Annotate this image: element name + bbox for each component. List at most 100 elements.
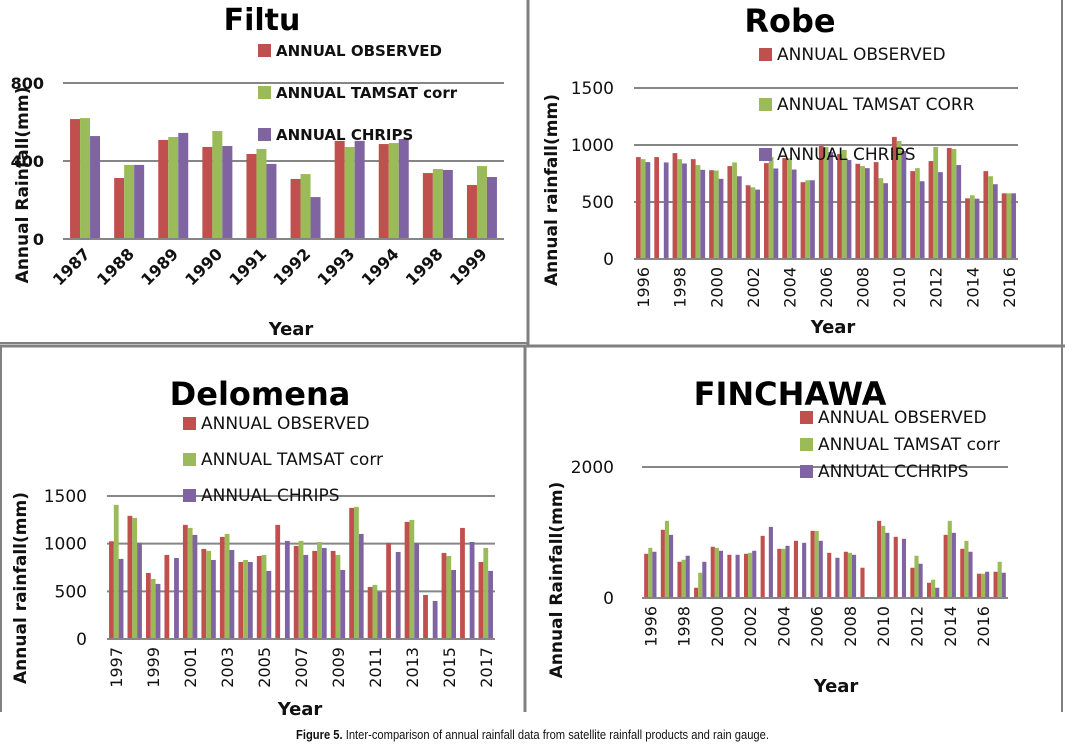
- bar-chrips-2004: [785, 545, 790, 598]
- bar-tamsat-2010: [896, 141, 902, 259]
- x-axis-label: Year: [277, 699, 323, 720]
- bar-chrips-2007: [846, 160, 852, 259]
- bar-chrips-2011: [919, 181, 925, 259]
- bar-chrips-2008: [864, 168, 870, 259]
- bar-observed-2010: [892, 136, 897, 259]
- x-tick-label: 2009: [329, 647, 348, 688]
- x-tick-label: 1992: [269, 244, 314, 289]
- bar-chrips-2010: [885, 532, 890, 598]
- bar-chrips-2003: [229, 549, 235, 639]
- y-tick-label: 500: [582, 193, 614, 213]
- bar-chrips-2015: [451, 569, 457, 639]
- bar-observed-1999: [466, 184, 477, 239]
- legend-swatch-chrips: [759, 148, 772, 161]
- legend-swatch-tamsat: [258, 86, 271, 99]
- x-tick-label: 1990: [181, 244, 226, 289]
- legend-label-chrips: ANNUAL CHRIPS: [777, 145, 916, 165]
- bar-observed-2009: [873, 162, 879, 259]
- bar-observed-1987: [70, 119, 81, 239]
- legend-label-observed: ANNUAL OBSERVED: [201, 414, 370, 434]
- bar-observed-2001: [727, 554, 732, 598]
- bar-observed-1997: [660, 529, 665, 598]
- bar-chrips-2015: [992, 184, 998, 259]
- bar-chrips-1997: [669, 534, 674, 598]
- bar-chrips-2016: [469, 541, 475, 639]
- bar-tamsat-2011: [372, 584, 378, 639]
- bar-chrips-2008: [852, 554, 857, 598]
- x-tick-label: 1996: [634, 267, 653, 308]
- y-tick-label: 1000: [571, 136, 614, 156]
- bar-tamsat-1998: [432, 169, 443, 239]
- bar-observed-2013: [946, 147, 952, 259]
- bar-observed-1991: [246, 153, 257, 239]
- bar-observed-2008: [855, 163, 861, 259]
- bar-tamsat-2004: [781, 548, 786, 598]
- bar-observed-2006: [810, 530, 815, 598]
- bar-chrips-1999: [700, 169, 706, 259]
- bar-observed-2008: [312, 550, 318, 639]
- bar-observed-2015: [960, 548, 965, 598]
- bar-observed-2005: [256, 555, 262, 639]
- bar-tamsat-2015: [964, 540, 969, 598]
- y-tick-label: 500: [55, 582, 87, 602]
- bar-tamsat-1999: [695, 165, 701, 259]
- figure-caption: Figure 5. Inter-comparison of annual rai…: [75, 727, 991, 742]
- bar-chrips-2012: [938, 172, 943, 259]
- legend-label-tamsat: ANNUAL TAMSAT corr: [818, 435, 1000, 455]
- x-tick-label: 2013: [403, 647, 422, 688]
- x-axis-label: Year: [268, 319, 314, 340]
- bar-tamsat-2002: [750, 187, 756, 259]
- bar-tamsat-2002: [748, 552, 753, 598]
- bar-chrips-2005: [266, 570, 272, 639]
- bar-chrips-1998: [137, 542, 142, 639]
- chart-finchawa: 0 2000 1996 1998 2000 2002 2004 2006 2008 2010 201…: [547, 375, 1008, 697]
- x-tick-label: 2002: [741, 606, 760, 647]
- bar-chrips-1991: [266, 163, 277, 239]
- legend-label-chrips: ANNUAL CHRIPS: [276, 126, 413, 144]
- bar-tamsat-1988: [124, 164, 135, 239]
- bar-tamsat-1999: [150, 578, 156, 639]
- bar-chrips-2012: [918, 563, 923, 598]
- bar-observed-1998: [422, 173, 433, 239]
- bar-tamsat-2016: [1006, 193, 1012, 259]
- bar-chrips-2007: [303, 554, 309, 639]
- bar-tamsat-2002: [206, 550, 212, 639]
- bar-tamsat-2015: [446, 555, 452, 639]
- bar-chrips-2000: [718, 178, 724, 259]
- bar-observed-1994: [378, 144, 389, 239]
- bar-observed-2006: [818, 146, 824, 259]
- x-tick-label: 1996: [641, 606, 660, 647]
- y-tick-label: 800: [11, 74, 44, 93]
- bar-tamsat-1993: [344, 146, 355, 239]
- chart-title: FINCHAWA: [694, 375, 887, 413]
- bar-tamsat-2008: [860, 166, 865, 259]
- legend-label-observed: ANNUAL OBSERVED: [777, 45, 946, 65]
- bar-tamsat-1997: [113, 504, 119, 639]
- bar-chrips-2011: [377, 592, 383, 639]
- bar-chrips-2008: [321, 547, 327, 639]
- bar-chrips-1999: [486, 176, 497, 239]
- bar-observed-2008: [843, 551, 848, 598]
- bar-observed-2016: [1001, 193, 1007, 259]
- bar-chrips-2001: [192, 534, 198, 639]
- y-axis-label: Annual rainfall(mm): [11, 492, 31, 684]
- bar-observed-2017: [993, 571, 998, 598]
- bar-tamsat-1996: [640, 159, 646, 259]
- x-axis-label: Year: [810, 317, 856, 338]
- bar-chrips-1987: [90, 136, 101, 239]
- bar-observed-2001: [727, 166, 733, 259]
- bar-tamsat-2005: [805, 180, 811, 259]
- bar-chrips-1988: [134, 164, 145, 239]
- bar-tamsat-2009: [335, 554, 341, 639]
- bar-observed-2004: [238, 561, 244, 639]
- legend-swatch-observed: [800, 411, 813, 424]
- bar-chrips-2006: [284, 540, 290, 639]
- bar-chrips-2010: [901, 151, 907, 259]
- bar-tamsat-1998: [681, 559, 686, 598]
- bar-chrips-2003: [768, 526, 773, 598]
- bar-chrips-2015: [968, 551, 973, 598]
- bar-tamsat-2004: [787, 158, 792, 259]
- bar-tamsat-1990: [212, 130, 223, 239]
- bar-chrips-2006: [818, 540, 823, 598]
- bar-chrips-1996: [652, 551, 657, 598]
